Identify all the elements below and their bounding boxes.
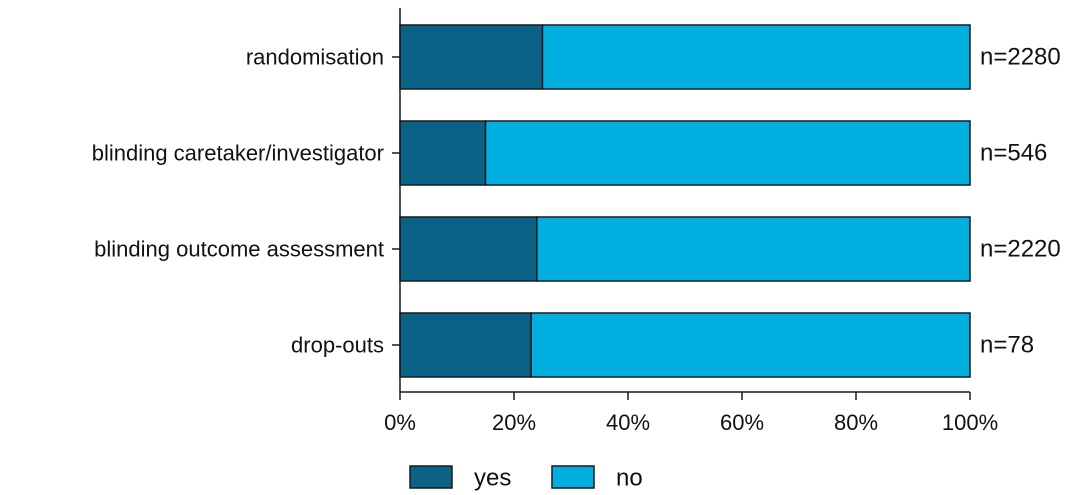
category-label-blinding-caretaker-investigator: blinding caretaker/investigator	[92, 141, 384, 166]
legend-label-no: no	[616, 465, 643, 492]
legend-label-yes: yes	[474, 465, 511, 492]
legend-swatch-yes	[409, 465, 453, 489]
legend: yes no	[409, 465, 643, 492]
n-label-blinding-caretaker-investigator: n=546	[980, 140, 1047, 167]
x-tick-label: 40%	[606, 410, 650, 435]
y-axis: randomisation blinding caretaker/investig…	[92, 8, 401, 392]
bar-blinding-caretaker-investigator-no	[484, 120, 971, 186]
x-tick-label: 20%	[492, 410, 536, 435]
category-label-drop-outs: drop-outs	[291, 333, 384, 358]
bar-drop-outs-yes	[399, 312, 532, 378]
n-label-drop-outs: n=78	[980, 332, 1034, 359]
n-labels-group: n=2280 n=546 n=2220 n=78	[980, 44, 1061, 359]
bar-randomisation-yes	[399, 24, 544, 90]
n-label-blinding-outcome-assessment: n=2220	[980, 236, 1061, 263]
bar-randomisation-no	[541, 24, 971, 90]
bar-blinding-outcome-assessment-yes	[399, 216, 538, 282]
x-axis: 0% 20% 40% 60% 80% 100%	[384, 391, 998, 435]
category-label-blinding-outcome-assessment: blinding outcome assessment	[94, 237, 384, 262]
bars-group	[399, 24, 971, 378]
n-label-randomisation: n=2280	[980, 44, 1061, 71]
legend-swatch-no	[551, 465, 595, 489]
x-tick-label: 0%	[384, 410, 416, 435]
category-label-randomisation: randomisation	[246, 45, 384, 70]
x-tick-label: 100%	[942, 410, 998, 435]
bar-blinding-caretaker-investigator-yes	[399, 120, 487, 186]
bar-blinding-outcome-assessment-no	[536, 216, 971, 282]
x-tick-label: 80%	[834, 410, 878, 435]
x-tick-label: 60%	[720, 410, 764, 435]
bar-drop-outs-no	[530, 312, 971, 378]
